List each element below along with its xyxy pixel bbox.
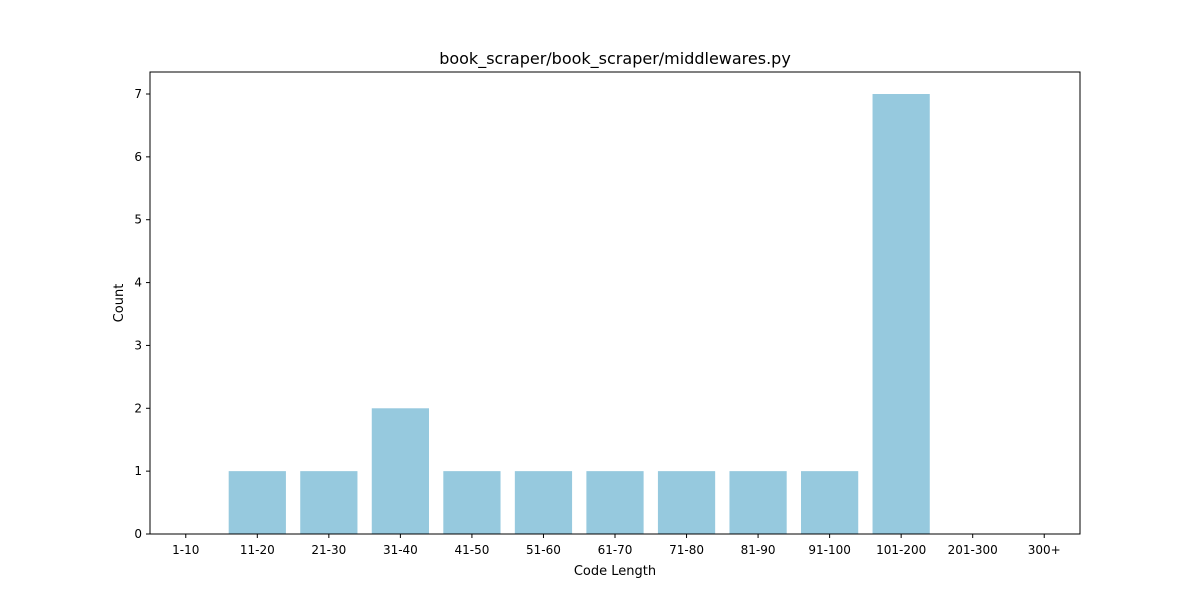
chart-title: book_scraper/book_scraper/middlewares.py bbox=[439, 49, 791, 69]
x-tick-label: 201-300 bbox=[948, 543, 998, 557]
x-tick-label: 1-10 bbox=[172, 543, 199, 557]
y-axis-label: Count bbox=[112, 284, 127, 323]
y-tick-label: 1 bbox=[134, 464, 142, 478]
x-tick-label: 300+ bbox=[1028, 543, 1061, 557]
x-tick-label: 81-90 bbox=[741, 543, 776, 557]
bar-91-100 bbox=[801, 471, 859, 534]
plot-frame bbox=[149, 71, 1081, 535]
bars-group bbox=[228, 94, 930, 534]
x-tick-label: 51-60 bbox=[526, 543, 561, 557]
y-tick-label: 2 bbox=[134, 401, 142, 415]
y-tick-label: 3 bbox=[134, 338, 142, 352]
x-tick-label: 91-100 bbox=[808, 543, 851, 557]
x-tick-label: 31-40 bbox=[383, 543, 418, 557]
bar-81-90 bbox=[729, 471, 787, 534]
x-tick-label: 71-80 bbox=[669, 543, 704, 557]
y-tick-label: 4 bbox=[134, 276, 142, 290]
bar-101-200 bbox=[872, 94, 930, 534]
bar-11-20 bbox=[228, 471, 286, 534]
x-tick-label: 41-50 bbox=[454, 543, 489, 557]
bar-61-70 bbox=[586, 471, 644, 534]
x-tick-label: 11-20 bbox=[240, 543, 275, 557]
y-tick-label: 5 bbox=[134, 213, 142, 227]
x-tick-label: 21-30 bbox=[311, 543, 346, 557]
y-tick-label: 0 bbox=[134, 527, 142, 541]
bar-71-80 bbox=[657, 471, 716, 534]
bar-31-40 bbox=[371, 408, 429, 534]
x-tick-label: 61-70 bbox=[598, 543, 633, 557]
bar-21-30 bbox=[300, 471, 358, 534]
bar-51-60 bbox=[514, 471, 573, 534]
y-axis-ticks: 0 1 2 3 4 5 6 7 bbox=[134, 87, 150, 541]
y-tick-label: 6 bbox=[134, 150, 142, 164]
bar-41-50 bbox=[443, 471, 501, 534]
y-tick-label: 7 bbox=[134, 87, 142, 101]
x-axis-label: Code Length bbox=[574, 564, 656, 579]
x-axis-ticks: 1-10 11-20 21-30 31-40 41-50 51-60 61-70 71-80 8… bbox=[172, 534, 1061, 557]
x-tick-label: 101-200 bbox=[876, 543, 926, 557]
